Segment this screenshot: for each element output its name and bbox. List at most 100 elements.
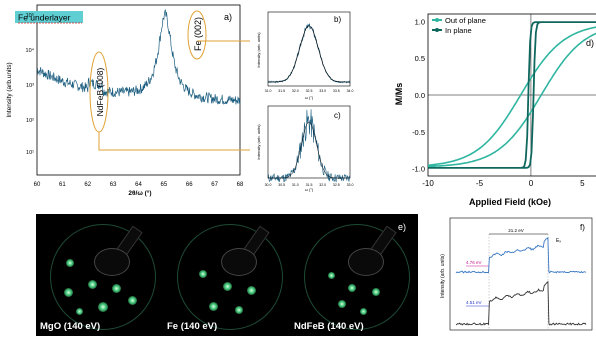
leed-spot bbox=[88, 280, 97, 289]
leed-spot bbox=[247, 286, 256, 295]
width-label: 21.2 eV bbox=[508, 228, 524, 233]
leed-spot bbox=[128, 296, 137, 305]
panel-b-fit bbox=[268, 25, 350, 83]
xrd-xtick: 67 bbox=[211, 182, 218, 188]
photoemission-plot: f) Intensity (arb. units) 21.2 eV Eₓ 4.7… bbox=[440, 217, 593, 331]
xrd-xtick: 61 bbox=[59, 182, 66, 188]
rocking-xtick: 32.5 bbox=[333, 183, 340, 187]
xrd-legend-box bbox=[15, 11, 83, 23]
leed-spot bbox=[66, 259, 74, 267]
rocking-xtick: 33.0 bbox=[347, 183, 354, 187]
hysteresis-legend: Out of plane In plane bbox=[432, 16, 486, 35]
xrd-xtick: 64 bbox=[135, 182, 142, 188]
leed-image-ndfeb: NdFeB (140 eV) bbox=[290, 214, 418, 336]
leed-screen-ring bbox=[177, 224, 283, 330]
rocking-xtick: 33.0 bbox=[319, 89, 326, 93]
panel-c-label: c) bbox=[334, 111, 341, 120]
leed-label-ndfeb: NdFeB (140 eV) bbox=[294, 321, 364, 332]
leed-spot bbox=[76, 308, 83, 315]
rocking-xtick: 30.0 bbox=[265, 183, 272, 187]
panel-b-xlabel: ω (°) bbox=[305, 95, 314, 100]
electron-gun bbox=[348, 248, 384, 276]
lower-onset-label: 4.51 eV bbox=[466, 300, 482, 305]
leed-spot bbox=[328, 272, 335, 279]
hysteresis-xtick: -10 bbox=[422, 179, 434, 188]
hysteresis-ytick: 0.5 bbox=[415, 54, 425, 63]
rocking-xtick: 32.0 bbox=[292, 89, 299, 93]
leed-spot bbox=[338, 300, 346, 308]
legend-marker-in-plane bbox=[435, 28, 439, 32]
out-of-plane-loop bbox=[427, 26, 596, 168]
rocking-xtick: 34.0 bbox=[347, 89, 354, 93]
hysteresis-xlabel: Applied Field (kOe) bbox=[469, 197, 551, 207]
in-plane-loop bbox=[428, 21, 596, 169]
panel-c-frame bbox=[267, 105, 351, 179]
xrd-xtick: 66 bbox=[186, 182, 193, 188]
hysteresis-ytick: 1.0 bbox=[415, 17, 425, 26]
fe-peak-label: Fe (002) bbox=[193, 17, 203, 51]
xrd-plot-frame bbox=[36, 4, 241, 176]
xrd-ytick: 10⁵ bbox=[26, 12, 34, 19]
xrd-xtick: 63 bbox=[110, 182, 117, 188]
ndfeb-peak-label: NdFeB (008) bbox=[95, 68, 105, 117]
hysteresis-ylabel: M/Ms bbox=[394, 83, 404, 106]
xrd-xlabel: 2θ/ω (°) bbox=[128, 189, 151, 197]
leed-screen-ring bbox=[50, 224, 156, 330]
ndfeb-peak-connector bbox=[98, 132, 250, 151]
xrd-panel-label: a) bbox=[224, 12, 232, 22]
xrd-xtick: 62 bbox=[84, 182, 91, 188]
hysteresis-xtick: 5 bbox=[580, 179, 585, 188]
hysteresis-ytick: -1.0 bbox=[412, 165, 425, 174]
legend-label-in-plane: In plane bbox=[445, 26, 472, 35]
rocking-xtick: 31.0 bbox=[292, 183, 299, 187]
hysteresis-ytick: 0.0 bbox=[415, 91, 425, 100]
leed-spot bbox=[360, 308, 367, 315]
rocking-xtick: 30.5 bbox=[278, 183, 285, 187]
panel-b-xtick-labels: 31.0 31.5 32.0 32.5 33.0 33.5 34.0 bbox=[265, 89, 354, 93]
leed-spot bbox=[348, 284, 356, 292]
hysteresis-ytick-labels: 1.0 0.5 0.0 -0.5 -1.0 bbox=[412, 17, 425, 173]
hysteresis-xtick: -5 bbox=[476, 179, 484, 188]
panel-b-ylabel: Intensity (arb. units) bbox=[256, 32, 261, 68]
panel-c-fit bbox=[268, 121, 350, 179]
rocking-xtick: 33.5 bbox=[333, 89, 340, 93]
leed-spot bbox=[199, 270, 207, 278]
hysteresis-axes bbox=[428, 14, 596, 176]
panel-c-ylabel: Intensity (arb. units) bbox=[256, 124, 261, 160]
xrd-ytick: 10⁴ bbox=[26, 47, 35, 54]
xrd-legend-text: Fe underlayer bbox=[18, 13, 71, 23]
panel-c-curve bbox=[267, 109, 351, 183]
leed-spot bbox=[98, 302, 108, 312]
xrd-ytick: 10² bbox=[26, 118, 34, 124]
panel-b-label: b) bbox=[334, 15, 341, 24]
panel-f-label: f) bbox=[580, 223, 585, 232]
leed-image-fe: Fe (140 eV) bbox=[163, 214, 291, 336]
leed-screen-ring bbox=[304, 224, 410, 330]
hysteresis-plot: M/Ms Applied Field (kOe) -10 -5 0 5 1.0 0.5 0… bbox=[394, 13, 596, 207]
panel-b-frame bbox=[267, 11, 351, 87]
rocking-xtick: 32.5 bbox=[306, 89, 313, 93]
xrd-xtick: 68 bbox=[237, 182, 244, 188]
leed-spot bbox=[209, 302, 218, 311]
panel-c-xtick-labels: 30.0 30.5 31.0 31.5 32.0 32.5 33.0 bbox=[265, 183, 354, 187]
hysteresis-ytick: -0.5 bbox=[412, 128, 425, 137]
xrd-ytick-labels: 10⁵ 10⁴ 10³ 10² 10¹ bbox=[26, 12, 35, 156]
rocking-xtick: 31.5 bbox=[306, 183, 313, 187]
xrd-ytick: 10³ bbox=[26, 83, 34, 89]
spectrum-upper bbox=[455, 236, 587, 274]
xrd-theta2theta-plot: Fe underlayer a) Intensity (arb.units) 2… bbox=[6, 4, 250, 197]
hysteresis-panel-label: d) bbox=[586, 38, 594, 48]
rocking-xtick: 31.0 bbox=[265, 89, 272, 93]
xrd-xtick-labels: 60 61 62 63 64 65 66 67 68 bbox=[34, 182, 244, 188]
rocking-curve-c: c) Intensity (arb. units) ω (°) 30.0 30.5… bbox=[256, 105, 354, 192]
leed-spot bbox=[64, 288, 73, 297]
rocking-xtick: 31.5 bbox=[278, 89, 285, 93]
panel-f-ylabel: Intensity (arb. units) bbox=[440, 254, 446, 298]
spectrum-lower bbox=[455, 280, 587, 326]
xrd-xtick: 65 bbox=[161, 182, 168, 188]
xrd-xtick: 60 bbox=[34, 182, 41, 188]
xrd-ylabel: Intensity (arb.units) bbox=[6, 62, 13, 117]
leed-spot bbox=[372, 288, 380, 296]
xrd-scan-curve bbox=[36, 9, 241, 105]
panel-c-xlabel: ω (°) bbox=[305, 187, 314, 192]
